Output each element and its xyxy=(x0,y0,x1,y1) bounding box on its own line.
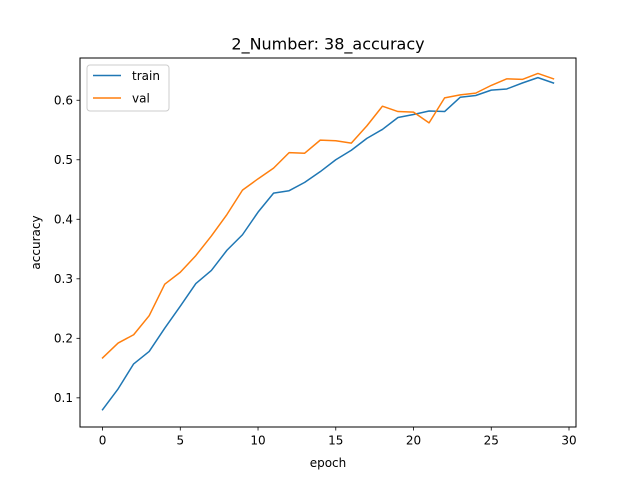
series-line-train xyxy=(101,76,555,411)
chart-title: 2_Number: 38_accuracy xyxy=(231,35,424,55)
x-tick-label: 25 xyxy=(484,434,499,448)
x-tick-label: 20 xyxy=(406,434,421,448)
legend-label-val: val xyxy=(132,91,150,105)
y-tick-label: 0.5 xyxy=(54,153,73,167)
x-tick-label: 15 xyxy=(328,434,343,448)
legend: train val xyxy=(86,64,170,112)
legend-label-train: train xyxy=(132,69,160,83)
x-tick-label: 10 xyxy=(250,434,265,448)
x-tick-label: 30 xyxy=(561,434,576,448)
x-tick-label: 5 xyxy=(176,434,184,448)
y-axis-label: accuracy xyxy=(29,215,43,269)
y-tick-label: 0.3 xyxy=(54,272,73,286)
x-axis-label: epoch xyxy=(310,456,347,470)
series-line-val xyxy=(101,72,555,360)
plot-area-frame xyxy=(79,57,577,428)
x-tick-label: 0 xyxy=(99,434,107,448)
y-tick-label: 0.4 xyxy=(54,213,73,227)
legend-box xyxy=(86,64,170,112)
y-tick-label: 0.2 xyxy=(54,332,73,346)
y-tick-label: 0.1 xyxy=(54,391,73,405)
y-tick-label: 0.6 xyxy=(54,94,73,108)
